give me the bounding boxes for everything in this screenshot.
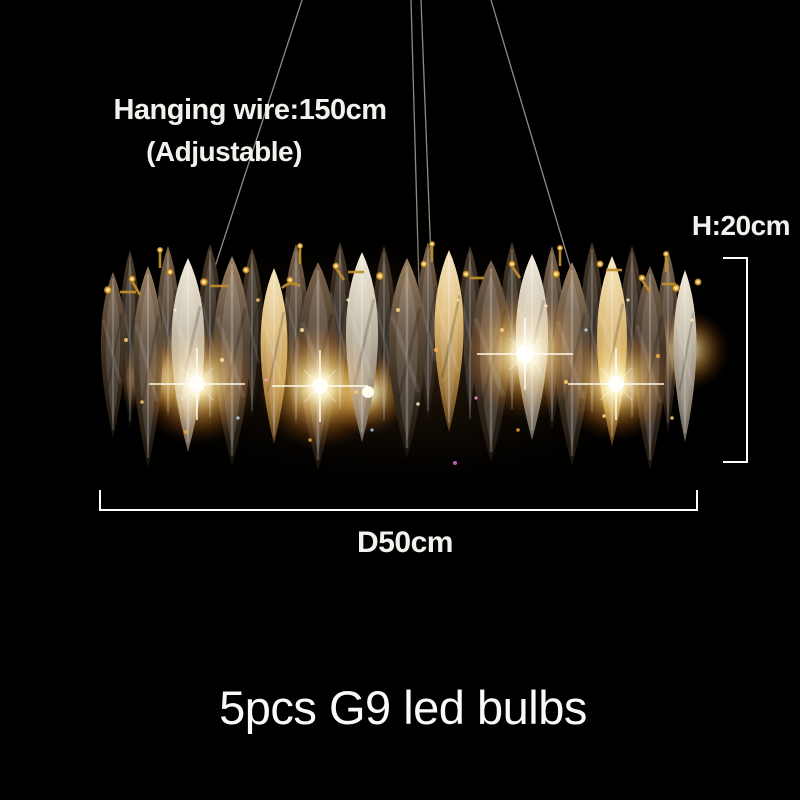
diameter-label: D50cm (357, 526, 453, 559)
gold-hardware (104, 241, 702, 296)
hanging-wire (209, 0, 303, 283)
hanging-wire (490, 0, 578, 290)
bulb-spec-label: 5pcs G9 led bulbs (219, 681, 587, 734)
light-flares (149, 318, 664, 422)
height-label: H:20cm (691, 210, 791, 241)
hanging-wire-label: Hanging wire:150cm (113, 94, 387, 126)
hanging-wire-adjustable-label: (Adjustable) (146, 136, 302, 167)
sparkles (124, 298, 694, 465)
diameter-measure-line (99, 490, 698, 511)
height-measure-bracket (723, 257, 748, 463)
